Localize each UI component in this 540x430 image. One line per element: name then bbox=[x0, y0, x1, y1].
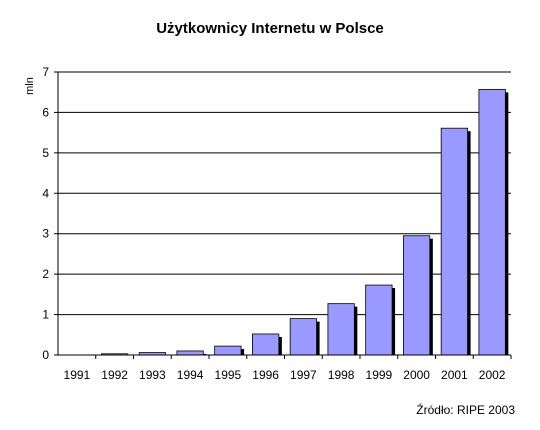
y-tick-label: 1 bbox=[42, 308, 49, 322]
bar bbox=[327, 303, 355, 356]
x-tick-label: 1997 bbox=[290, 368, 317, 382]
x-tick-label: 2002 bbox=[479, 368, 506, 382]
x-tick-label: 1991 bbox=[64, 368, 91, 382]
source-note: Źródło: RIPE 2003 bbox=[416, 402, 515, 417]
y-tick-label: 2 bbox=[42, 267, 49, 281]
bar bbox=[478, 88, 506, 356]
bar bbox=[252, 333, 280, 356]
y-tick-label: 6 bbox=[42, 105, 49, 119]
y-tick-label: 3 bbox=[42, 227, 49, 241]
x-tick-label: 1994 bbox=[177, 368, 204, 382]
bar bbox=[403, 235, 431, 356]
x-tick-label: 1993 bbox=[139, 368, 166, 382]
x-tick-label: 1995 bbox=[215, 368, 242, 382]
x-tick-label: 1999 bbox=[366, 368, 393, 382]
chart-title: Użytkownicy Internetu w Polsce bbox=[156, 20, 384, 37]
x-tick-label: 2000 bbox=[403, 368, 430, 382]
bar bbox=[440, 127, 468, 356]
x-tick-label: 1992 bbox=[101, 368, 128, 382]
bar bbox=[365, 284, 393, 356]
y-tick-label: 4 bbox=[42, 186, 49, 200]
y-tick-label: 5 bbox=[42, 146, 49, 160]
x-tick-label: 1996 bbox=[252, 368, 279, 382]
bar bbox=[214, 345, 242, 356]
y-axis-label: mln bbox=[24, 77, 36, 95]
y-tick-label: 0 bbox=[42, 348, 49, 362]
y-tick-label: 7 bbox=[42, 65, 49, 79]
x-tick-label: 1998 bbox=[328, 368, 355, 382]
bar bbox=[289, 318, 317, 356]
plot-area: 0 1 2 3 4 5 6 7 1991 1992 1993 1994 1995 1996 1997 1998… bbox=[42, 65, 512, 382]
bar bbox=[176, 350, 204, 356]
x-tick-label: 2001 bbox=[441, 368, 468, 382]
